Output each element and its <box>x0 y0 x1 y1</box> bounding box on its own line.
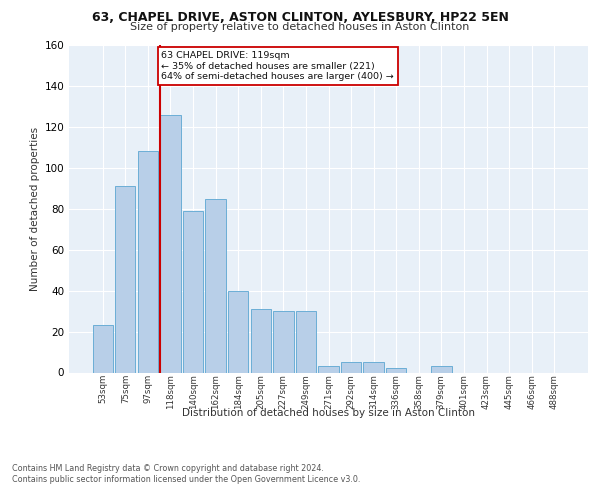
Bar <box>228 290 248 372</box>
Bar <box>183 211 203 372</box>
Text: Distribution of detached houses by size in Aston Clinton: Distribution of detached houses by size … <box>182 408 475 418</box>
Bar <box>205 198 226 372</box>
Bar <box>386 368 406 372</box>
Bar <box>251 309 271 372</box>
Text: Contains public sector information licensed under the Open Government Licence v3: Contains public sector information licen… <box>12 475 361 484</box>
Text: 63, CHAPEL DRIVE, ASTON CLINTON, AYLESBURY, HP22 5EN: 63, CHAPEL DRIVE, ASTON CLINTON, AYLESBU… <box>92 11 508 24</box>
Bar <box>273 311 293 372</box>
Bar <box>341 362 361 372</box>
Y-axis label: Number of detached properties: Number of detached properties <box>30 126 40 291</box>
Text: Size of property relative to detached houses in Aston Clinton: Size of property relative to detached ho… <box>130 22 470 32</box>
Bar <box>364 362 384 372</box>
Text: 63 CHAPEL DRIVE: 119sqm
← 35% of detached houses are smaller (221)
64% of semi-d: 63 CHAPEL DRIVE: 119sqm ← 35% of detache… <box>161 51 394 81</box>
Bar <box>296 311 316 372</box>
Bar <box>138 152 158 372</box>
Bar <box>319 366 338 372</box>
Bar <box>115 186 136 372</box>
Bar <box>431 366 452 372</box>
Bar <box>92 326 113 372</box>
Bar <box>160 114 181 372</box>
Text: Contains HM Land Registry data © Crown copyright and database right 2024.: Contains HM Land Registry data © Crown c… <box>12 464 324 473</box>
